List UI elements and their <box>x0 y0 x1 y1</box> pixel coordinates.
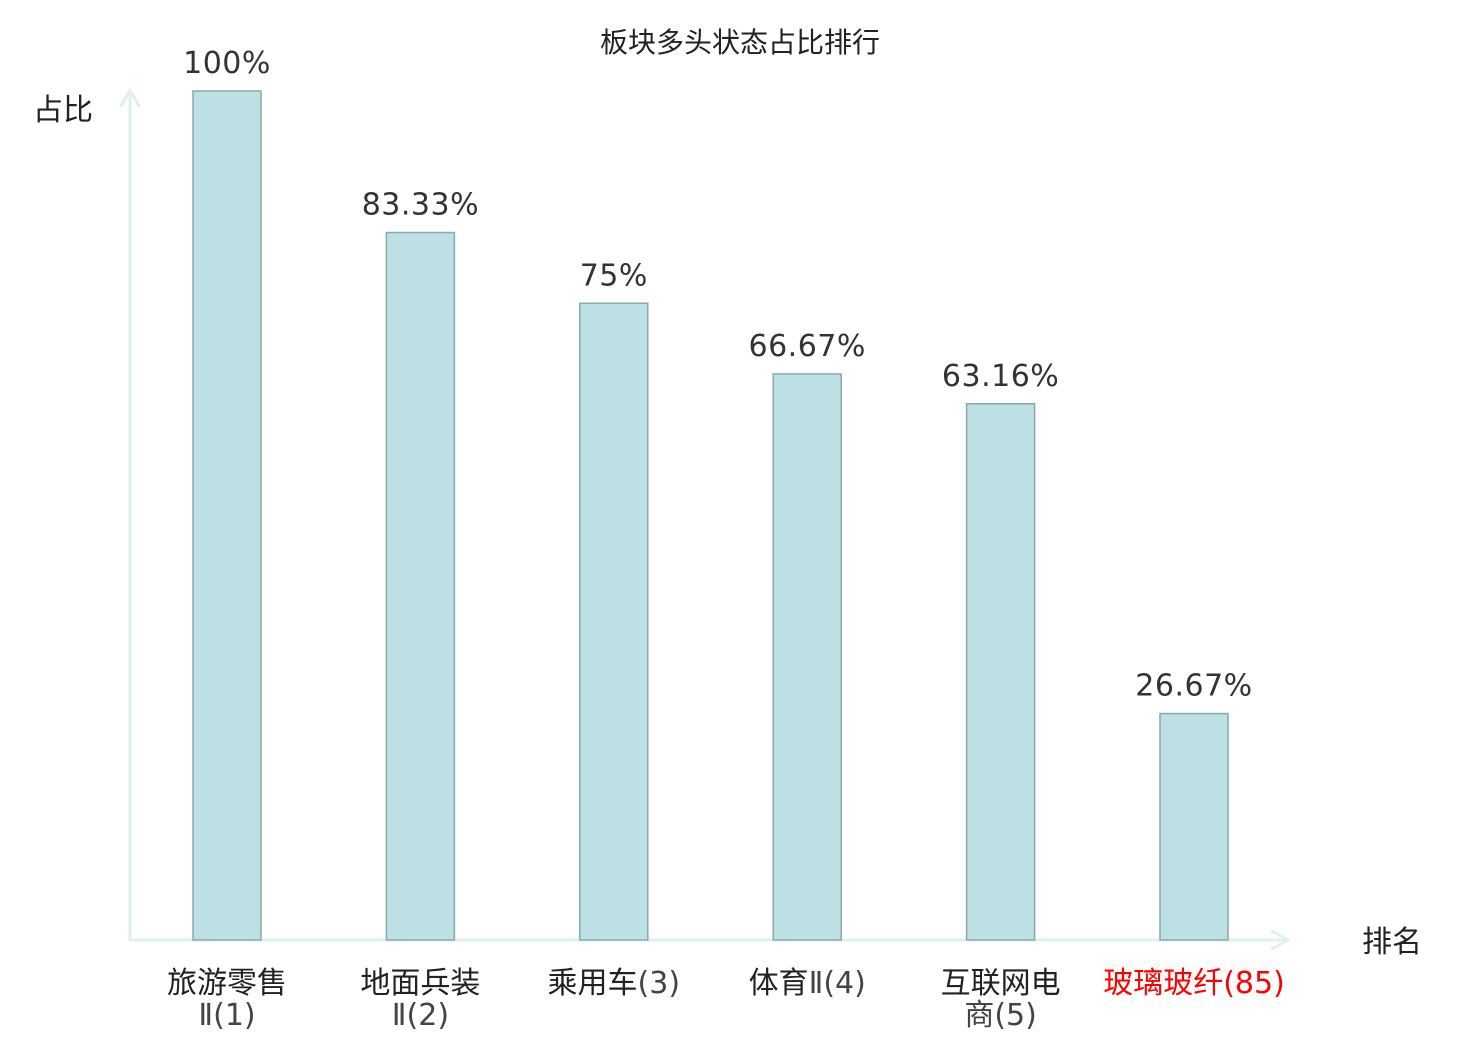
bar <box>192 90 262 941</box>
x-tick-label: 旅游零售 <box>167 966 287 1001</box>
bar <box>965 403 1036 941</box>
bar-series <box>192 90 1229 941</box>
x-tick-label: 体育Ⅱ(4) <box>749 966 866 1001</box>
x-tick-label: 玻璃玻纤(85) <box>1103 966 1285 1001</box>
axes <box>119 88 1290 951</box>
x-axis-label: 排名 <box>1362 925 1422 960</box>
bar <box>1159 712 1229 941</box>
data-label: 75% <box>580 258 648 293</box>
y-axis-label: 占比 <box>33 93 93 128</box>
x-tick-label-rank: Ⅱ(1) <box>198 998 255 1033</box>
bar <box>772 373 842 941</box>
data-label: 66.67% <box>749 329 866 364</box>
bar <box>579 302 649 941</box>
value-labels: 100% 83.33% 75% 66.67% 63.16% 26.67% <box>183 46 1252 704</box>
chart-title: 板块多头状态占比排行 <box>600 26 880 59</box>
data-label: 83.33% <box>362 188 479 223</box>
data-label: 63.16% <box>942 359 1059 394</box>
x-tick-label: 互联网电 <box>941 966 1061 1001</box>
x-tick-label-rank: 商(5) <box>964 998 1037 1033</box>
x-tick-label: 地面兵装 <box>360 966 480 1001</box>
x-tick-label-rank: Ⅱ(2) <box>392 998 449 1033</box>
data-label: 26.67% <box>1135 669 1252 704</box>
y-axis-arrow <box>119 88 141 108</box>
x-tick-label: 乘用车(3) <box>548 966 681 1001</box>
x-axis-arrow <box>1270 929 1290 951</box>
bar <box>385 231 456 941</box>
data-label: 100% <box>183 46 271 81</box>
